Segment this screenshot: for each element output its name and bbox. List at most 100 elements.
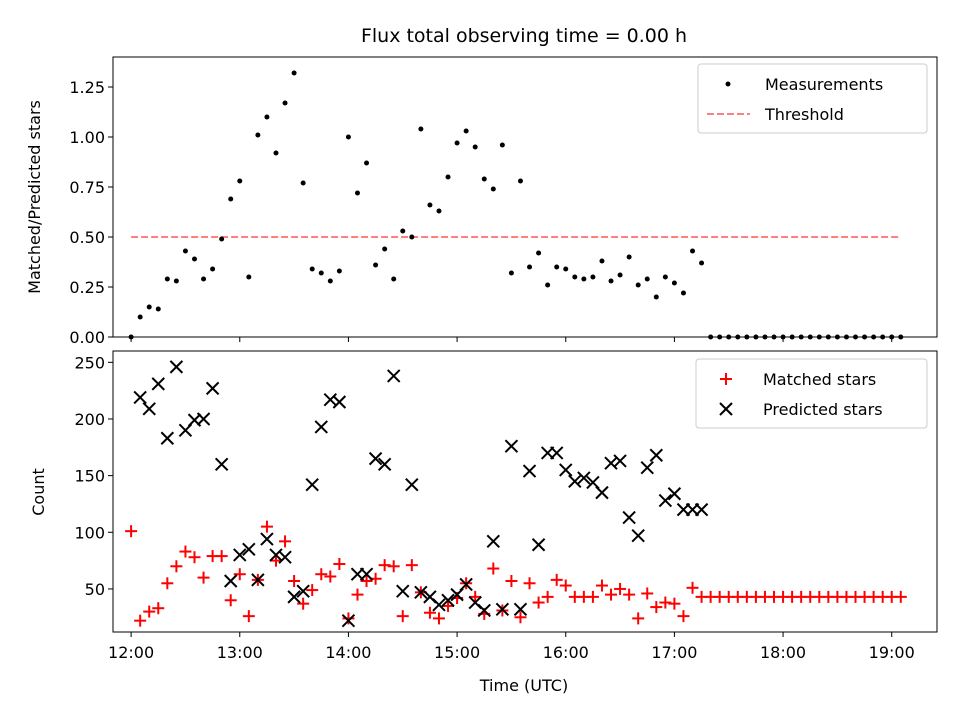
bottom-axes-frame xyxy=(112,350,938,633)
measurement-point xyxy=(626,254,632,260)
measurement-point xyxy=(309,266,315,272)
predicted-marker-b xyxy=(260,532,274,546)
predicted-marker-b xyxy=(278,550,292,564)
predicted-star-point xyxy=(613,454,627,468)
predicted-marker-b xyxy=(586,475,600,490)
top-legend: Measurements Threshold xyxy=(697,63,928,134)
measurement-point xyxy=(137,314,143,320)
measurement-point xyxy=(599,258,605,264)
predicted-star-point xyxy=(649,448,664,462)
top-panel: 0.00 0.25 0.50 0.75 1.00 1.25 Matched/Predict… xyxy=(25,56,938,347)
bottom-y-tick-label: 50 xyxy=(85,580,105,599)
predicted-star-point xyxy=(305,477,319,492)
predicted-marker-b xyxy=(577,471,591,485)
x-tick-label: 17:00 xyxy=(651,643,697,662)
measurement-point xyxy=(527,264,533,270)
matched-star-point xyxy=(614,582,627,595)
measurement-point xyxy=(581,276,587,282)
legend-predicted-label: Predicted stars xyxy=(763,400,883,419)
x-tick-label: 19:00 xyxy=(869,643,915,662)
matched-star-point xyxy=(668,597,681,610)
predicted-marker-b xyxy=(332,395,347,409)
matched-star-point xyxy=(632,612,645,625)
predicted-star-point xyxy=(359,567,374,581)
predicted-marker-b xyxy=(549,446,564,460)
measurement-point xyxy=(590,274,596,280)
predicted-marker-b xyxy=(214,457,229,472)
matched-star-point xyxy=(523,577,536,590)
measurement-point xyxy=(291,70,297,76)
measurement-point xyxy=(572,274,578,280)
predicted-star-point xyxy=(694,502,709,517)
measurement-point xyxy=(354,190,360,196)
measurement-point xyxy=(454,140,460,146)
predicted-star-point xyxy=(459,577,473,592)
predicted-marker-b xyxy=(640,460,654,475)
measurement-point xyxy=(373,262,379,268)
predicted-star-point xyxy=(432,598,446,612)
predicted-marker-b xyxy=(649,448,664,462)
x-tick-label: 16:00 xyxy=(543,643,589,662)
matched-star-point xyxy=(623,588,636,601)
predicted-marker-b xyxy=(142,402,156,416)
matched-star-point xyxy=(405,559,418,572)
predicted-star-point xyxy=(160,431,175,445)
measurement-point xyxy=(255,132,261,138)
measurement-point xyxy=(164,276,170,282)
matched-star-point xyxy=(532,596,545,609)
measurement-point xyxy=(300,180,306,186)
matched-star-point xyxy=(170,560,183,573)
predicted-marker-b xyxy=(368,451,383,466)
predicted-marker-b xyxy=(486,534,501,549)
matched-star-point xyxy=(152,602,165,615)
predicted-marker-b xyxy=(613,454,627,468)
measurement-point xyxy=(327,278,333,284)
matched-star-point xyxy=(659,596,672,609)
x-tick-label: 12:00 xyxy=(108,643,154,662)
predicted-marker-b xyxy=(468,595,482,610)
top-y-tick-label: 1.00 xyxy=(69,128,105,147)
measurement-point xyxy=(191,256,197,262)
top-y-tick-label: 0.00 xyxy=(69,328,105,347)
matched-star-point xyxy=(559,579,572,592)
matched-star-point xyxy=(288,575,301,588)
measurement-point xyxy=(400,228,406,234)
measurement-point xyxy=(264,114,270,120)
predicted-star-point xyxy=(441,593,455,607)
predicted-star-point xyxy=(577,471,591,485)
matched-star-point xyxy=(396,610,409,623)
predicted-star-point xyxy=(658,493,673,508)
measurement-point xyxy=(481,176,487,182)
predicted-marker-b xyxy=(459,577,473,592)
matched-star-point xyxy=(650,601,663,614)
predicted-marker-b xyxy=(187,413,202,427)
matched-star-point xyxy=(260,520,273,533)
measurement-point xyxy=(545,282,551,288)
measurement-point xyxy=(228,196,234,202)
matched-star-point xyxy=(442,599,455,612)
bottom-y-tick-label: 200 xyxy=(74,410,105,429)
matched-star-point xyxy=(387,560,400,573)
top-y-axis-label: Matched/Predicted stars xyxy=(25,100,44,294)
measurement-point xyxy=(182,248,188,254)
predicted-marker-b xyxy=(432,598,446,612)
predicted-star-point xyxy=(377,457,392,472)
matched-star-point xyxy=(224,594,237,607)
top-legend-box xyxy=(697,63,928,134)
predicted-marker-b xyxy=(314,420,328,434)
matched-star-point xyxy=(360,575,373,588)
legend-predicted-marker-icon xyxy=(719,402,733,416)
predicted-star-point xyxy=(214,457,229,472)
measurement-point xyxy=(472,144,478,150)
predicted-marker-b xyxy=(667,487,682,501)
predicted-star-point xyxy=(224,574,238,588)
predicted-marker-b xyxy=(341,613,356,628)
predicted-marker-b xyxy=(658,493,673,508)
top-y-tick-label: 1.25 xyxy=(69,78,105,97)
predicted-star-point xyxy=(522,464,537,478)
legend-matched-marker-icon xyxy=(720,373,732,385)
predicted-star-point xyxy=(486,534,501,549)
predicted-marker-b xyxy=(504,439,519,453)
measurement-point xyxy=(282,100,288,106)
measurement-point xyxy=(219,236,225,242)
